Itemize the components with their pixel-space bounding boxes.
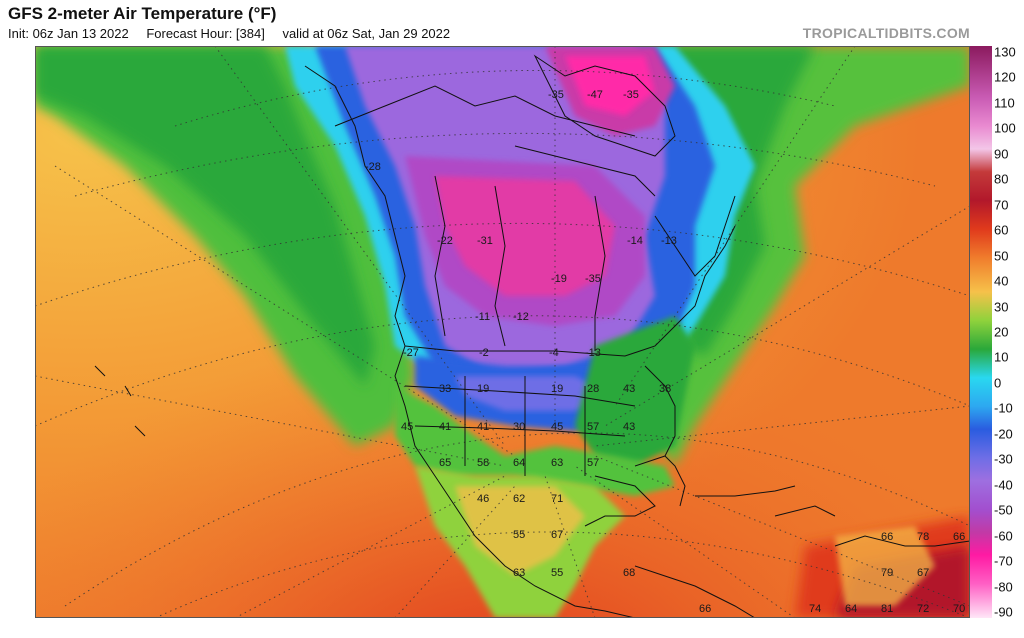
- colorbar-tick-label: -30: [994, 451, 1013, 467]
- map-label: -13: [661, 235, 677, 247]
- colorbar-tick-label: -50: [994, 502, 1013, 518]
- colorbar-tick-label: -90: [994, 604, 1013, 620]
- colorbar-tick-label: 110: [994, 95, 1015, 111]
- map-label: 28: [587, 383, 599, 395]
- map-label: 41: [477, 421, 489, 433]
- map-label: 43: [623, 383, 635, 395]
- map-label: 55: [551, 567, 563, 579]
- colorbar-tick-label: 130: [994, 44, 1016, 60]
- map-label: 33: [439, 383, 451, 395]
- coastlines: [94, 54, 970, 618]
- map-label: 57: [587, 457, 599, 469]
- map-label: 63: [513, 567, 525, 579]
- colorbar-tick-label: 70: [994, 197, 1009, 213]
- brand-watermark: TROPICALTIDBITS.COM: [802, 25, 970, 41]
- map-label: 64: [845, 603, 857, 615]
- map-label: 57: [587, 421, 599, 433]
- map-label: -4: [549, 347, 559, 359]
- map-label: 72: [917, 603, 929, 615]
- map-label: -2: [479, 347, 489, 359]
- temperature-colorbar: [970, 46, 992, 618]
- map-label: 19: [551, 383, 563, 395]
- map-label: 78: [917, 531, 929, 543]
- init-time: Init: 06z Jan 13 2022: [8, 26, 129, 41]
- map-label: 67: [917, 567, 929, 579]
- map-label: 65: [439, 457, 451, 469]
- temperature-map-svg: -35 -47 -35 -28 -22 -31 -19 -35 -14 -13 …: [35, 46, 970, 618]
- colorbar-tick-label: 60: [994, 222, 1009, 238]
- colorbar-tick-label: 80: [994, 171, 1009, 187]
- colorbar-tick-label: 120: [994, 69, 1016, 85]
- cold-core-magenta: [435, 176, 615, 296]
- map-label: -35: [623, 89, 639, 101]
- map-label: 74: [809, 603, 821, 615]
- map-label: -35: [585, 273, 601, 285]
- colorbar-tick-label: -60: [994, 528, 1013, 544]
- pacific-cool-band: [35, 46, 415, 446]
- map-label: -47: [587, 89, 603, 101]
- map-label: 66: [953, 531, 965, 543]
- map-label: -12: [513, 311, 529, 323]
- valid-time: valid at 06z Sat, Jan 29 2022: [282, 26, 451, 41]
- map-label: 19: [477, 383, 489, 395]
- map-label: 70: [953, 603, 965, 615]
- colorbar-tick-label: 20: [994, 324, 1009, 340]
- graticule: [35, 46, 970, 618]
- map-label: -22: [437, 235, 453, 247]
- colorbar-tick-label: 0: [994, 375, 1002, 391]
- map-label: 79: [881, 567, 893, 579]
- colorbar-tick-label: 40: [994, 273, 1009, 289]
- temperature-map[interactable]: -35 -47 -35 -28 -22 -31 -19 -35 -14 -13 …: [35, 46, 970, 618]
- east-us-green: [575, 316, 695, 466]
- map-label: 45: [401, 421, 413, 433]
- map-label: 43: [623, 421, 635, 433]
- colorbar-scale: [970, 46, 992, 618]
- map-label: -14: [627, 235, 643, 247]
- map-label: -19: [551, 273, 567, 285]
- colorbar-tick-label: -20: [994, 426, 1013, 442]
- map-label: -27: [403, 347, 419, 359]
- colorbar-tick-label: -80: [994, 579, 1013, 595]
- colorbar-ticks: 130 120 110 100 90 80 70 60 50 40 30 20 10 0 -10 -20 -30…: [994, 44, 1024, 620]
- colorbar-tick-label: 90: [994, 146, 1009, 162]
- map-label: 63: [551, 457, 563, 469]
- map-label: 55: [513, 529, 525, 541]
- temperature-labels: -35 -47 -35 -28 -22 -31 -19 -35 -14 -13 …: [365, 89, 965, 615]
- map-subtitle: Init: 06z Jan 13 2022 Forecast Hour: [38…: [8, 26, 464, 41]
- map-label: 66: [699, 603, 711, 615]
- map-label: -28: [365, 161, 381, 173]
- colorbar-tick-label: -10: [994, 400, 1013, 416]
- map-label: 68: [623, 567, 635, 579]
- map-label: 41: [439, 421, 451, 433]
- map-label: 66: [881, 531, 893, 543]
- colorbar-tick-label: 30: [994, 299, 1009, 315]
- map-label: -11: [475, 311, 490, 323]
- map-label: 71: [551, 493, 563, 505]
- colorbar-tick-label: 50: [994, 248, 1009, 264]
- map-label: -13: [585, 347, 601, 359]
- colorbar-tick-label: -40: [994, 477, 1013, 493]
- map-label: 38: [659, 383, 671, 395]
- map-label: 58: [477, 457, 489, 469]
- map-label: 46: [477, 493, 489, 505]
- map-label: -35: [548, 89, 564, 101]
- map-label: 81: [881, 603, 893, 615]
- map-label: 30: [513, 421, 525, 433]
- map-label: 67: [551, 529, 563, 541]
- map-header: GFS 2-meter Air Temperature (°F) Init: 0…: [0, 0, 1024, 46]
- map-label: 45: [551, 421, 563, 433]
- map-label: 64: [513, 457, 525, 469]
- colorbar-tick-label: 100: [994, 120, 1016, 136]
- forecast-hour: Forecast Hour: [384]: [146, 26, 265, 41]
- colorbar-tick-label: -70: [994, 553, 1013, 569]
- colorbar-tick-label: 10: [994, 349, 1009, 365]
- map-label: 62: [513, 493, 525, 505]
- map-title: GFS 2-meter Air Temperature (°F): [8, 4, 277, 23]
- map-label: -31: [477, 235, 493, 247]
